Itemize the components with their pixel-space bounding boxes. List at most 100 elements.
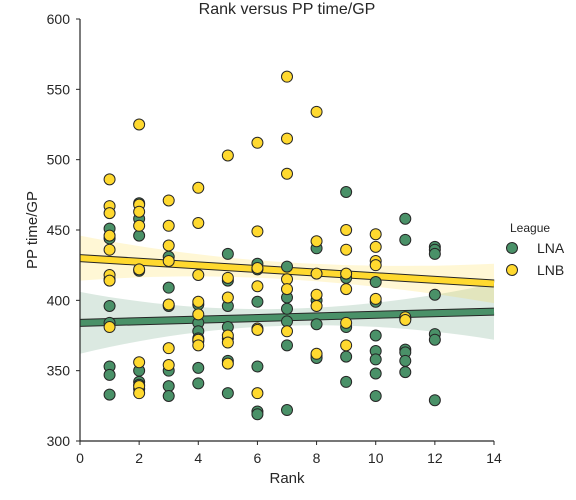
data-point-lnb — [369, 228, 382, 241]
data-point-lnb — [251, 136, 264, 149]
legend-marker-lna — [506, 242, 518, 254]
data-point-lna — [428, 333, 441, 346]
data-point-lnb — [192, 308, 205, 321]
x-tick-label: 10 — [368, 450, 384, 466]
data-point-lnb — [192, 339, 205, 352]
data-point-lnb — [251, 261, 264, 274]
data-point-lnb — [133, 205, 146, 218]
y-axis-title: PP time/GP — [24, 191, 41, 269]
data-point-lnb — [340, 243, 353, 256]
data-point-lnb — [103, 207, 116, 220]
data-point-lnb — [281, 283, 293, 296]
y-tick-label: 500 — [47, 152, 71, 168]
data-point-lnb — [221, 291, 234, 304]
data-point-lnb — [133, 356, 146, 369]
data-point-lnb — [162, 239, 175, 252]
data-point-lnb — [281, 132, 293, 145]
data-point-lnb — [103, 321, 116, 334]
x-tick-label: 2 — [135, 450, 143, 466]
data-point-lnb — [162, 219, 175, 232]
data-point-lna — [162, 281, 175, 294]
data-point-lnb — [310, 235, 323, 248]
data-points — [103, 70, 441, 421]
data-point-lnb — [310, 299, 323, 312]
data-point-lnb — [281, 167, 293, 180]
y-tick-label: 350 — [47, 363, 71, 379]
data-point-lnb — [103, 173, 116, 186]
data-point-lna — [103, 368, 116, 381]
chart-title: Rank versus PP time/GP — [199, 1, 376, 18]
data-point-lna — [399, 366, 412, 379]
data-point-lna — [399, 233, 412, 246]
data-point-lnb — [251, 323, 264, 336]
data-point-lnb — [133, 118, 146, 131]
data-point-lnb — [399, 314, 412, 327]
data-point-lna — [428, 247, 441, 260]
data-point-lnb — [133, 263, 146, 276]
data-point-lna — [103, 299, 116, 312]
data-point-lnb — [340, 224, 353, 236]
data-point-lnb — [281, 325, 293, 338]
data-point-lna — [162, 389, 175, 402]
data-point-lna — [281, 339, 293, 352]
data-point-lnb — [340, 316, 353, 329]
data-point-lnb — [103, 243, 116, 256]
data-point-lnb — [340, 267, 353, 280]
y-tick-label: 300 — [47, 433, 71, 449]
data-point-lnb — [221, 149, 234, 162]
data-point-lnb — [340, 339, 353, 352]
data-point-lnb — [221, 336, 234, 349]
legend-marker-lnb — [506, 264, 518, 276]
data-point-lna — [340, 350, 353, 363]
data-point-lnb — [162, 342, 175, 355]
data-point-lna — [251, 295, 264, 308]
data-point-lna — [310, 318, 323, 331]
data-point-lna — [281, 260, 293, 273]
data-point-lna — [340, 375, 353, 388]
data-point-lna — [428, 288, 441, 301]
legend: League LNA LNB — [506, 221, 565, 278]
legend-label-lna: LNA — [537, 240, 565, 256]
data-point-lnb — [310, 288, 323, 301]
data-point-lna — [369, 353, 382, 366]
data-point-lnb — [221, 271, 234, 284]
data-point-lnb — [369, 259, 382, 272]
data-point-lnb — [192, 181, 205, 194]
data-point-lnb — [162, 359, 175, 372]
data-point-lna — [251, 360, 264, 373]
y-tick-label: 450 — [47, 222, 71, 238]
data-point-lna — [369, 329, 382, 342]
x-tick-label: 12 — [427, 450, 443, 466]
data-point-lna — [369, 367, 382, 380]
data-point-lna — [281, 404, 293, 417]
data-point-lnb — [281, 70, 293, 83]
data-point-lnb — [369, 240, 382, 253]
data-point-lnb — [162, 298, 175, 311]
x-tick-label: 14 — [486, 450, 502, 466]
x-tick-labels: 0 2 4 6 8 10 12 14 — [76, 441, 502, 466]
data-point-lnb — [340, 283, 353, 296]
data-point-lnb — [192, 295, 205, 308]
x-tick-label: 8 — [313, 450, 321, 466]
data-point-lnb — [369, 292, 382, 305]
legend-title: League — [510, 221, 550, 235]
data-point-lna — [192, 361, 205, 374]
x-tick-label: 4 — [194, 450, 202, 466]
data-point-lna — [369, 276, 382, 289]
legend-label-lnb: LNB — [537, 262, 564, 278]
data-point-lnb — [310, 347, 323, 360]
data-point-lna — [281, 302, 293, 315]
data-point-lna — [428, 394, 441, 407]
data-point-lna — [103, 388, 116, 401]
data-point-lnb — [251, 280, 264, 293]
data-point-lnb — [251, 225, 264, 238]
data-point-lnb — [133, 219, 146, 232]
y-tick-label: 600 — [47, 11, 71, 27]
data-point-lna — [221, 247, 234, 260]
data-point-lnb — [251, 387, 264, 400]
data-point-lnb — [103, 229, 116, 242]
data-point-lnb — [162, 194, 175, 207]
data-point-lna — [369, 389, 382, 402]
x-axis-title: Rank — [269, 470, 305, 487]
y-tick-labels: 300 350 400 450 500 550 600 — [47, 11, 80, 449]
